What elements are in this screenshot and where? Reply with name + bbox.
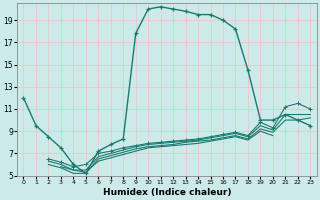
X-axis label: Humidex (Indice chaleur): Humidex (Indice chaleur) (103, 188, 231, 197)
